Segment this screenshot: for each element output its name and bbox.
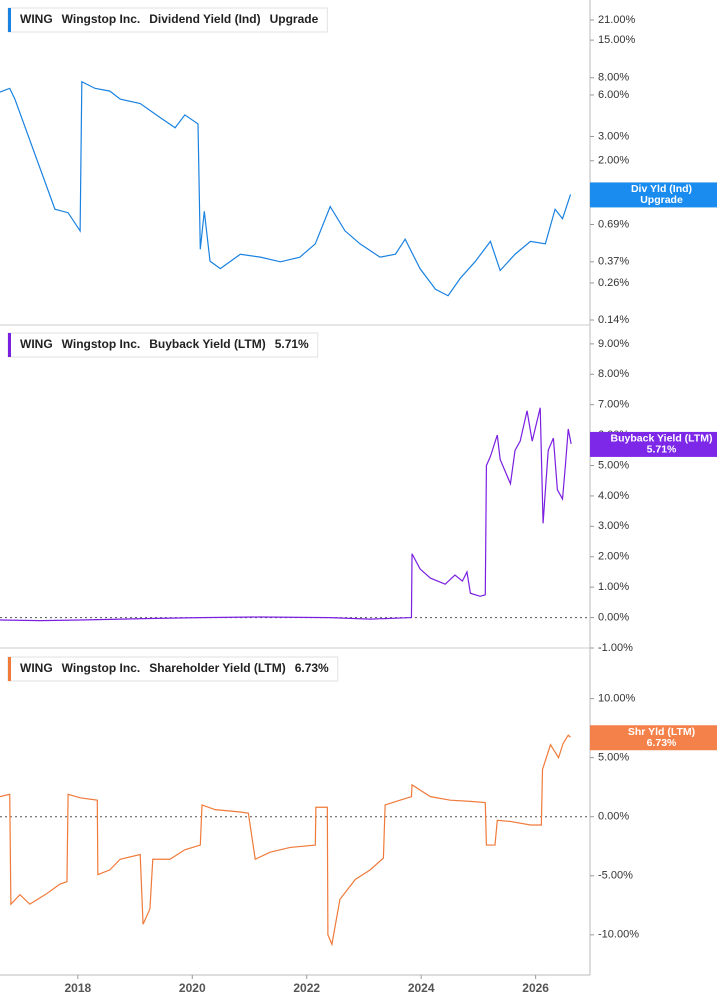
y-tick-label: 4.00%: [598, 490, 629, 502]
legend-swatch: [8, 8, 11, 32]
y-tick-label: 0.00%: [598, 811, 629, 823]
y-tick-label: 3.00%: [598, 520, 629, 532]
series-line: [0, 407, 572, 622]
series-line: [0, 80, 572, 297]
y-tick-label: 5.00%: [598, 459, 629, 471]
legend-text: WING: [20, 12, 53, 26]
legend: WING Wingstop Inc. Shareholder Yield (LTM)…: [7, 656, 339, 682]
x-tick-label: 2018: [64, 981, 91, 995]
legend-swatch: [8, 333, 11, 357]
x-tick-label: 2020: [179, 981, 206, 995]
x-tick-label: 2024: [408, 981, 435, 995]
legend-text: Wingstop Inc.: [62, 661, 141, 675]
last-value-label: 5.71%: [647, 444, 677, 456]
y-tick-label: 0.14%: [598, 314, 629, 326]
last-value-box: [590, 725, 717, 751]
y-tick-label: 9.00%: [598, 338, 629, 350]
legend-text: Shareholder Yield (LTM): [149, 661, 285, 675]
y-tick-label: 0.37%: [598, 256, 629, 268]
y-tick-label: 0.69%: [598, 218, 629, 230]
legend-box: [7, 332, 319, 358]
y-tick-label: -1.00%: [598, 642, 633, 654]
last-value-box: [590, 182, 717, 208]
legend-text: Buyback Yield (LTM): [149, 337, 265, 351]
y-tick-label: 8.00%: [598, 368, 629, 380]
y-tick-label: 5.00%: [598, 752, 629, 764]
y-tick-label: 0.26%: [598, 277, 629, 289]
y-tick-label: 10.00%: [598, 693, 636, 705]
legend-text: 5.71%: [275, 337, 309, 351]
y-tick-label: 2.00%: [598, 551, 629, 563]
y-tick-label: 8.00%: [598, 72, 629, 84]
last-value-name: Div Yld (Ind): [631, 183, 692, 195]
y-tick-label: 0.00%: [598, 611, 629, 623]
y-tick-label: 6.00%: [598, 89, 629, 101]
legend-text: 6.73%: [295, 661, 329, 675]
last-value-label: Upgrade: [640, 194, 683, 206]
last-value-name: Shr Yld (LTM): [628, 726, 695, 738]
legend-box: [7, 7, 328, 33]
y-tick-label: 1.00%: [598, 581, 629, 593]
legend: WING Wingstop Inc. Buyback Yield (LTM) 5.71…: [7, 332, 319, 358]
legend-text: WING: [20, 337, 53, 351]
legend-text: Wingstop Inc.: [62, 337, 141, 351]
legend-text: Wingstop Inc.: [62, 12, 141, 26]
last-value-box: [590, 431, 717, 457]
y-tick-label: -10.00%: [598, 929, 639, 941]
last-value-label: 6.73%: [647, 737, 677, 749]
y-tick-label: 3.00%: [598, 130, 629, 142]
legend-text: WING: [20, 661, 53, 675]
legend: WING Wingstop Inc. Dividend Yield (Ind) Upg…: [7, 7, 328, 33]
legend-swatch: [8, 657, 11, 681]
y-tick-label: 21.00%: [598, 14, 636, 26]
legend-text: Upgrade: [270, 12, 319, 26]
y-tick-label: 2.00%: [598, 155, 629, 167]
legend-text: Dividend Yield (Ind): [149, 12, 260, 26]
last-value-name: Buyback Yield (LTM): [611, 433, 713, 445]
y-tick-label: 7.00%: [598, 399, 629, 411]
x-tick-label: 2022: [293, 981, 320, 995]
series-line: [0, 734, 571, 947]
y-tick-label: 15.00%: [598, 34, 636, 46]
x-tick-label: 2026: [522, 981, 549, 995]
y-tick-label: -5.00%: [598, 870, 633, 882]
